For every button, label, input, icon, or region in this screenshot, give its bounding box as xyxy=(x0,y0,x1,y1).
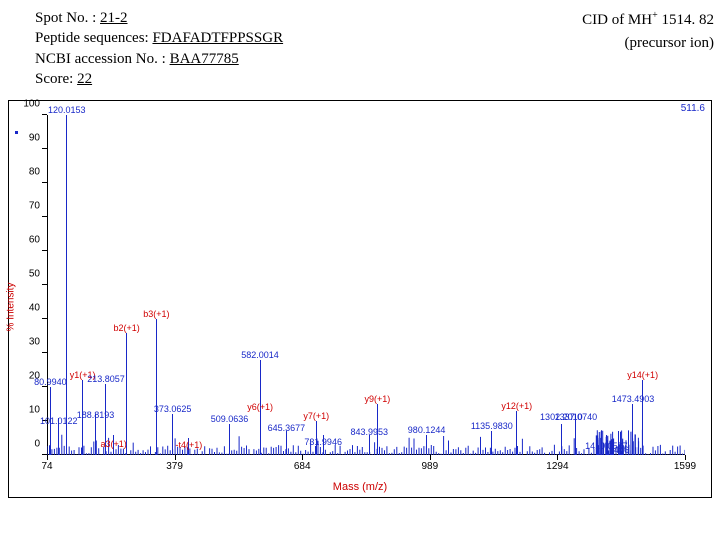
y-tick-label: 70 xyxy=(29,201,40,212)
peak-label: y14(+1) xyxy=(627,370,658,380)
y-tick xyxy=(42,318,47,319)
cid-sup: + xyxy=(652,10,658,21)
x-axis-title: Mass (m/z) xyxy=(333,481,387,493)
baseline-noise xyxy=(47,115,685,455)
spectrum-peak: y6(+1) xyxy=(260,394,261,455)
x-tick xyxy=(302,455,303,460)
peak-label: 1337.0740 xyxy=(555,412,598,422)
spectrum-peak: 645.3677 xyxy=(286,431,287,455)
header-left: Spot No. : 21-2 Peptide sequences: FDAFA… xyxy=(35,8,283,89)
seq-value: FDAFADTFPPSSGR xyxy=(152,30,283,46)
spectrum-peak: 843.9953 xyxy=(369,435,370,455)
y-tick-label: 50 xyxy=(29,269,40,280)
x-tick-label: 379 xyxy=(166,461,183,472)
cid-prefix: CID of MH xyxy=(582,12,652,28)
plot-area: 0102030405060708090100743796849891294159… xyxy=(47,115,685,455)
spectrum-peak: 120.0153 xyxy=(66,115,67,455)
peak-label: y12(+1) xyxy=(501,401,532,411)
x-tick-label: 1599 xyxy=(674,461,696,472)
peak-label: 213.8057 xyxy=(87,374,125,384)
spectrum-peak: y9(+1) xyxy=(377,404,378,455)
peak-label: 80.9940 xyxy=(34,377,67,387)
spectrum-peak: a3(+1) xyxy=(113,435,114,455)
spectrum-peak: 373.0625 xyxy=(172,414,173,455)
peak-label: 1473.4903 xyxy=(612,394,655,404)
x-tick xyxy=(175,455,176,460)
ncbi-value: BAA77785 xyxy=(170,51,239,67)
peak-label: b3(+1) xyxy=(143,309,169,319)
spectrum-peak: 1302.2010 xyxy=(561,424,562,455)
spectrum-peak: 980.1244 xyxy=(426,435,427,455)
y-tick xyxy=(42,250,47,251)
y-tick-label: 40 xyxy=(29,303,40,314)
y-tick xyxy=(42,216,47,217)
peak-label: y6(+1) xyxy=(247,402,273,412)
peak-label: 188.8193 xyxy=(77,410,115,420)
y-tick-label: 0 xyxy=(34,439,40,450)
spectrum-peak: 509.0636 xyxy=(229,424,230,455)
spot-label: Spot No. : xyxy=(35,10,96,26)
seq-label: Peptide sequences: xyxy=(35,30,149,46)
spectrum-peak: -t4(+1) xyxy=(188,438,189,455)
marker-dot xyxy=(15,131,18,134)
cid-mass: 1514. 82 xyxy=(662,12,715,28)
x-tick-label: 684 xyxy=(294,461,311,472)
x-tick xyxy=(47,455,48,460)
y-tick xyxy=(42,148,47,149)
spectrum-peak: 1337.0740 xyxy=(575,414,576,455)
spectrum-peak: y12(+1) xyxy=(516,411,517,455)
intensity-readout: 511.6 xyxy=(681,103,705,114)
spectrum-peak: 101.0122 xyxy=(58,418,59,455)
peak-label: 120.0153 xyxy=(48,105,86,115)
score-label: Score: xyxy=(35,71,73,87)
x-tick-label: 74 xyxy=(41,461,52,472)
y-tick-label: 10 xyxy=(29,405,40,416)
spectrum-peak: 188.8193 xyxy=(95,414,96,455)
y-tick-label: 80 xyxy=(29,167,40,178)
spectrum-peak: b2(+1) xyxy=(126,333,127,455)
peak-label: -t4(+1) xyxy=(176,440,203,450)
peak-label: 980.1244 xyxy=(408,425,446,435)
x-tick-label: 989 xyxy=(421,461,438,472)
y-tick-label: 90 xyxy=(29,133,40,144)
spectrum-peak: 1473.4903 xyxy=(632,404,633,455)
peak-label: 1135.9830 xyxy=(471,421,513,431)
spectrum-peak: 1410.0597 xyxy=(606,435,607,455)
spectrum-peak: b3(+1) xyxy=(156,319,157,455)
peak-label: 731.9946 xyxy=(304,437,342,447)
spectrum-peak: 731.9946 xyxy=(323,435,324,455)
y-tick xyxy=(42,284,47,285)
ncbi-label: NCBI accession No. : xyxy=(35,51,166,67)
x-tick xyxy=(685,455,686,460)
score-value: 22 xyxy=(77,71,92,87)
y-axis-title: % Intensity xyxy=(6,282,17,331)
cid-sub: (precursor ion) xyxy=(582,35,714,52)
spectrum-peak: y14(+1) xyxy=(642,380,643,455)
spectrum-frame: % Intensity 511.6 0102030405060708090100… xyxy=(8,100,712,498)
peak-label: 101.0122 xyxy=(40,416,78,426)
x-tick xyxy=(430,455,431,460)
peak-label: 645.3677 xyxy=(268,423,306,433)
peak-label: 843.9953 xyxy=(350,427,388,437)
x-tick-label: 1294 xyxy=(546,461,568,472)
y-tick xyxy=(42,352,47,353)
peak-label: 582.0014 xyxy=(241,350,279,360)
peak-label: a3(+1) xyxy=(101,439,127,449)
spectrum-peak: 1135.9830 xyxy=(491,431,492,455)
y-tick-label: 60 xyxy=(29,235,40,246)
peak-label: 1446 xyxy=(609,445,629,455)
header-right: CID of MH+ 1514. 82 (precursor ion) xyxy=(582,10,714,52)
spot-value: 21-2 xyxy=(100,10,128,26)
x-tick xyxy=(557,455,558,460)
peak-label: y9(+1) xyxy=(364,394,390,404)
y-tick xyxy=(42,114,47,115)
y-tick-label: 100 xyxy=(23,99,40,110)
y-tick-label: 30 xyxy=(29,337,40,348)
y-tick xyxy=(42,182,47,183)
spectrum-peak: 1446 xyxy=(618,431,619,455)
peak-label: y7(+1) xyxy=(303,411,329,421)
peak-label: 373.0625 xyxy=(154,404,192,414)
peak-label: 509.0636 xyxy=(211,414,249,424)
peak-label: b2(+1) xyxy=(113,323,139,333)
